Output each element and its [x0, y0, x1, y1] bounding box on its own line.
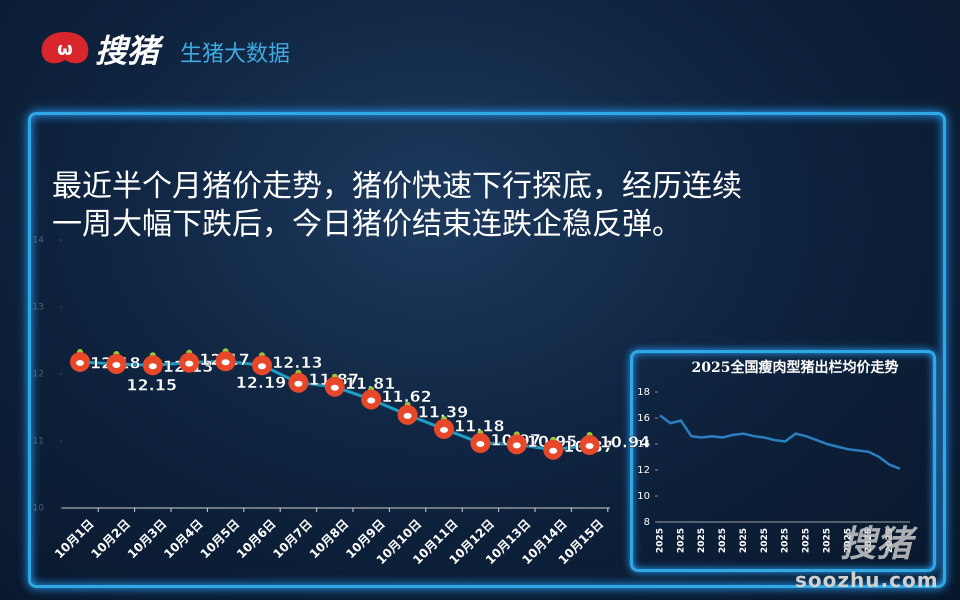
- y-tick-label: 16: [637, 413, 650, 424]
- x-tick-label: 10月1日: [52, 517, 97, 562]
- y-tick-label: 13: [33, 303, 44, 313]
- y-tick-label: 10: [637, 491, 650, 502]
- x-tick-label: 2025: [697, 528, 707, 553]
- pig-marker: [179, 349, 200, 373]
- x-tick-label: 2025: [760, 528, 770, 553]
- line: [659, 414, 901, 470]
- x-tick-label: 10月6日: [234, 517, 279, 562]
- pig-marker: [361, 386, 382, 410]
- pig-snout: [367, 397, 376, 404]
- pig-snout: [403, 412, 412, 419]
- x-tick-label: 10月4日: [161, 517, 206, 562]
- x-tick-label: 10月2日: [88, 517, 133, 562]
- x-tick-label: 2025: [822, 528, 832, 553]
- pig-marker: [506, 431, 527, 455]
- x-tick-label: 10月3日: [125, 517, 170, 562]
- brand: 搜猪: [95, 32, 160, 70]
- pig-marker: [252, 352, 272, 376]
- x-tick-label: 2025: [718, 528, 728, 553]
- inset-panel: [630, 350, 936, 572]
- pig-marker: [106, 350, 127, 374]
- data-label: 11.18: [454, 416, 505, 435]
- headline-line: 最近半个月猪价走势，猪价快速下行探底，经历连续: [52, 169, 742, 204]
- y-tick-label: 10: [33, 504, 45, 514]
- pig-marker: [288, 369, 309, 393]
- pig-snout: [440, 426, 448, 433]
- data-label: 12.13: [272, 353, 323, 372]
- x-tick-label: 2025: [656, 528, 666, 553]
- pig-snout: [148, 363, 157, 370]
- data-label: 11.39: [418, 402, 469, 421]
- x-tick-label: 2025: [885, 528, 895, 553]
- y-tick-label: 12: [637, 465, 650, 476]
- pig-marker: [397, 401, 418, 425]
- pig-marker: [70, 348, 90, 372]
- pig-marker: [543, 436, 564, 460]
- pig-snout: [330, 384, 339, 391]
- data-label: 11.62: [381, 387, 432, 406]
- x-tick-label: 2025: [864, 528, 874, 553]
- x-tick-label: 2025: [676, 528, 686, 553]
- data-label: 10.94: [600, 433, 651, 452]
- y-tick-label: 14: [33, 236, 45, 246]
- y-tick-label: 14: [637, 439, 650, 450]
- pig-snout: [258, 363, 266, 370]
- subtitle: 生猪大数据: [180, 42, 291, 67]
- watermark-brand: 搜猪: [840, 523, 913, 565]
- logo: ω: [41, 32, 89, 64]
- x-tick-label: 10月7日: [270, 517, 315, 562]
- x-tick-label: 10月8日: [307, 517, 352, 562]
- x-tick-label: 2025: [843, 528, 853, 553]
- x-tick-label: 2025: [781, 528, 791, 553]
- pig-marker: [434, 415, 454, 439]
- pig-marker: [324, 373, 345, 397]
- pig-snout: [512, 442, 521, 449]
- x-tick-label: 2025: [802, 528, 812, 553]
- watermark-url: soozhu.com: [795, 568, 939, 592]
- pig-snout: [476, 441, 485, 448]
- pig-snout: [549, 447, 558, 454]
- headline-line: 一周大幅下跌后，今日猪价结束连跌企稳反弹。: [52, 207, 682, 242]
- pig-snout: [294, 380, 303, 387]
- pig-marker: [579, 432, 600, 456]
- pig-snout: [585, 443, 594, 450]
- data-label: 12.19: [236, 373, 287, 392]
- data-label: 11.81: [345, 374, 396, 393]
- pig-marker: [142, 352, 163, 376]
- pig-snout: [221, 359, 230, 366]
- panel: [28, 112, 946, 588]
- headline: 最近半个月猪价走势，猪价快速下行探底，经历连续 一周大幅下跌后，今日猪价结束连跌…: [52, 168, 742, 244]
- pig-snout: [112, 361, 121, 368]
- pig-snout: [185, 360, 194, 367]
- pig-snout: [76, 359, 84, 366]
- pig-marker: [470, 430, 491, 454]
- data-label: 12.15: [126, 375, 177, 394]
- svg-text:ω: ω: [57, 39, 73, 60]
- y-tick-label: 18: [637, 387, 650, 398]
- inset-title: 2025全国瘦肉型猪出栏均价走势: [691, 360, 899, 376]
- x-tick-label: 10月5日: [198, 517, 243, 562]
- x-tick-label: 2025: [739, 528, 749, 553]
- y-tick-label: 12: [33, 370, 44, 380]
- pig-marker: [215, 348, 236, 372]
- y-tick-label: 8: [644, 517, 650, 528]
- y-tick-label: 11: [33, 437, 44, 447]
